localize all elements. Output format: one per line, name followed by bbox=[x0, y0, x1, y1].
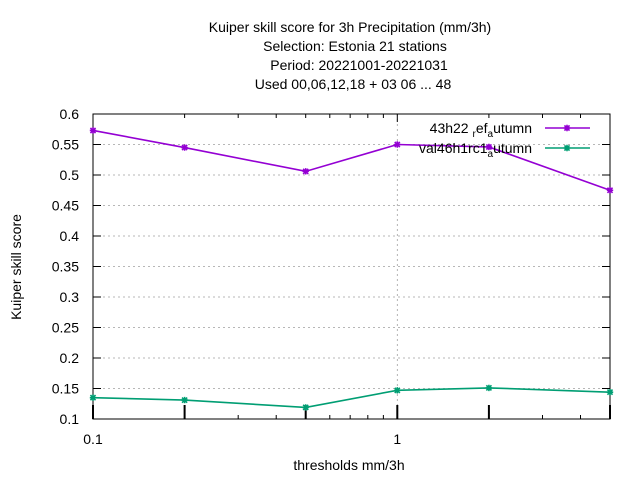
title-line-3: Period: 20221001-20221031 bbox=[270, 57, 448, 73]
legend-text-part: val46h1rc1 bbox=[419, 140, 488, 156]
data-point bbox=[89, 394, 97, 401]
y-tick-label: 0.1 bbox=[60, 411, 80, 427]
legend-text-part: utumn bbox=[493, 140, 532, 156]
data-point bbox=[181, 396, 188, 404]
tick-labels: 0.1 0.15 0.2 0.25 0.3 0.35 0.4 0.45 0.5 0.55 0.6 0.… bbox=[52, 106, 402, 447]
ticks bbox=[92, 113, 611, 420]
legend-text-part: 43h22 bbox=[430, 120, 473, 136]
y-tick-label: 0.2 bbox=[60, 350, 80, 366]
grid bbox=[92, 113, 610, 420]
y-tick-label: 0.25 bbox=[52, 320, 79, 336]
y-tick-label: 0.3 bbox=[60, 289, 80, 305]
series-line bbox=[92, 387, 611, 409]
x-tick-label: 1 bbox=[393, 431, 401, 447]
y-tick-label: 0.15 bbox=[52, 381, 79, 397]
legend-subscript: a bbox=[488, 149, 494, 160]
legend-subscript: r bbox=[472, 129, 476, 140]
title-line-4: Used 00,06,12,18 + 03 06 ... 48 bbox=[255, 76, 452, 92]
y-tick-label: 0.35 bbox=[52, 259, 79, 275]
legend-label: 43h22 refautumn bbox=[430, 120, 532, 140]
x-tick-label: 0.1 bbox=[83, 431, 103, 447]
x-axis-label: thresholds mm/3h bbox=[293, 457, 404, 473]
legend-label: val46h1rc1autumn bbox=[419, 140, 532, 160]
data-point bbox=[302, 168, 309, 175]
legend-subscript: a bbox=[488, 129, 494, 140]
data-point bbox=[485, 143, 493, 151]
title-line-2: Selection: Estonia 21 stations bbox=[263, 38, 447, 54]
legend-marker bbox=[563, 144, 571, 152]
data-point bbox=[394, 387, 401, 394]
y-tick-label: 0.6 bbox=[60, 106, 80, 122]
chart-title: Kuiper skill score for 3h Precipitation … bbox=[209, 19, 491, 92]
series-1 bbox=[89, 127, 614, 194]
data-point bbox=[485, 384, 493, 392]
data-point bbox=[302, 404, 309, 411]
legend-text-part: utumn bbox=[493, 120, 532, 136]
data-point bbox=[181, 144, 188, 151]
y-tick-label: 0.5 bbox=[60, 167, 80, 183]
data-point bbox=[606, 388, 614, 396]
title-line-1: Kuiper skill score for 3h Precipitation … bbox=[209, 19, 491, 35]
legend-text-part: ef bbox=[476, 120, 488, 136]
data-point bbox=[606, 187, 614, 194]
y-axis-label: Kuiper skill score bbox=[8, 214, 24, 320]
y-tick-label: 0.55 bbox=[52, 137, 79, 153]
series-line bbox=[92, 129, 611, 192]
y-tick-label: 0.45 bbox=[52, 198, 79, 214]
plot-border bbox=[92, 113, 611, 420]
data-point bbox=[89, 127, 97, 134]
series-2 bbox=[89, 384, 614, 411]
y-tick-label: 0.4 bbox=[60, 228, 80, 244]
legend-marker bbox=[563, 124, 571, 132]
data-point bbox=[394, 141, 401, 148]
series-layer bbox=[89, 127, 614, 411]
